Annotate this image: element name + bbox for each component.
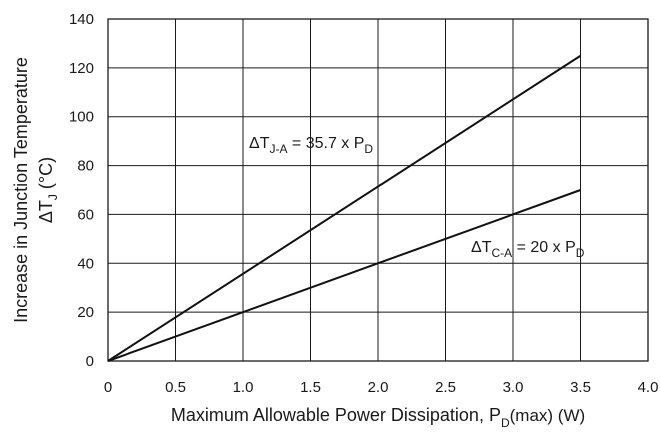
y-tick-label: 40 [77, 255, 94, 272]
y-axis-label-line2: ΔTJ (°C) [36, 157, 60, 223]
x-tick-label: 2.0 [368, 379, 389, 396]
x-tick-label: 1.0 [233, 379, 254, 396]
x-tick-label: 0 [104, 379, 112, 396]
y-tick-labels: 0 20 40 60 80 100 120 140 [69, 11, 94, 370]
y-tick-label: 120 [69, 60, 94, 77]
x-tick-labels: 0 0.5 1.0 1.5 2.0 2.5 3.0 3.5 4.0 [104, 379, 659, 396]
y-tick-label: 80 [77, 158, 94, 175]
x-tick-label: 2.5 [435, 379, 456, 396]
series-line-2 [107, 189, 581, 362]
x-tick-label: 1.5 [300, 379, 321, 396]
y-axis-label-line1: Increase in Junction Temperature [11, 57, 31, 323]
y-tick-label: 0 [86, 353, 94, 370]
y-tick-label: 60 [77, 206, 94, 223]
series-layer [107, 54, 582, 362]
x-tick-label: 0.5 [165, 379, 186, 396]
series-line-1 [107, 54, 582, 362]
x-tick-label: 4.0 [638, 379, 659, 396]
annotation-j-a: ΔTJ-A = 35.7 x PD [249, 135, 373, 156]
x-tick-label: 3.5 [570, 379, 591, 396]
y-tick-label: 140 [69, 11, 94, 28]
x-tick-label: 3.0 [503, 379, 524, 396]
annotation-c-a: ΔTC-A = 20 x PD [471, 239, 585, 260]
plot-frame [107, 18, 649, 362]
x-axis-label: Maximum Allowable Power Dissipation, PD(… [171, 405, 585, 430]
y-tick-label: 100 [69, 109, 94, 126]
y-tick-label: 20 [77, 304, 94, 321]
